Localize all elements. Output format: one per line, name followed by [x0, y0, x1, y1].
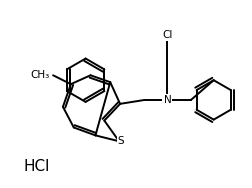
Text: CH₃: CH₃ [30, 70, 49, 80]
Text: HCl: HCl [23, 159, 50, 174]
Text: S: S [118, 136, 124, 146]
Text: Cl: Cl [162, 30, 173, 40]
Text: N: N [164, 95, 171, 105]
